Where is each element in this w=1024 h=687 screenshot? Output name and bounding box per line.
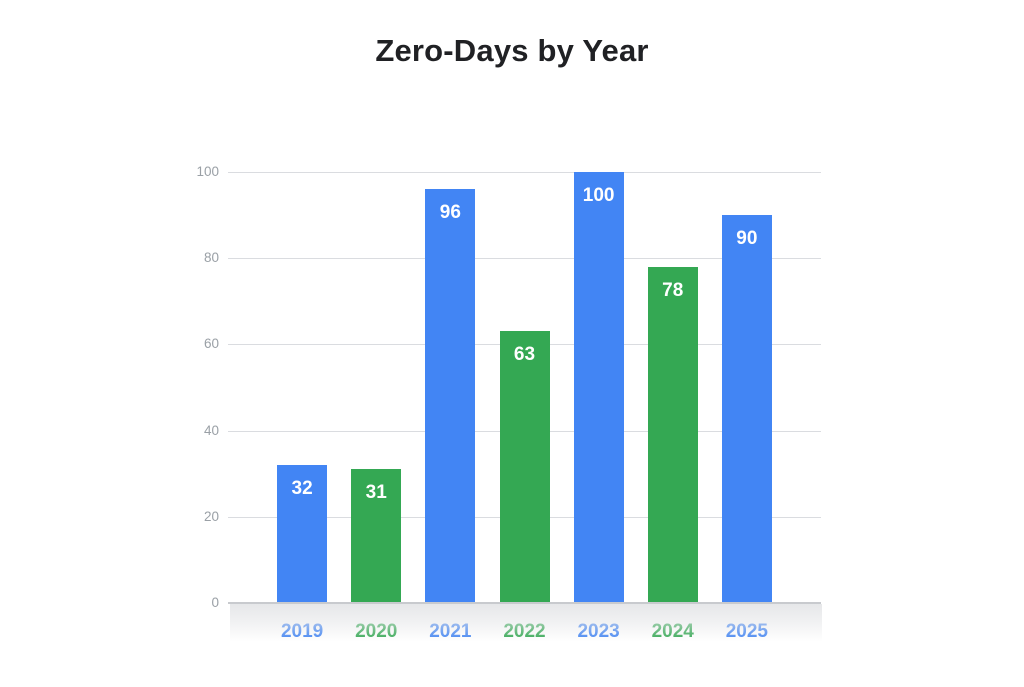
bar-2022: 63: [499, 331, 550, 603]
y-axis-tick-label: 60: [203, 336, 219, 352]
bar-2021: 96: [425, 189, 476, 603]
bar-value-label: 78: [662, 279, 684, 301]
chart-title: Zero-Days by Year: [375, 33, 649, 68]
bar-2024: 78: [647, 266, 698, 603]
bar-2025: 90: [721, 215, 772, 603]
y-axis-tick-label: 20: [203, 508, 219, 524]
bar-value-label: 90: [736, 228, 758, 250]
gridline: [228, 258, 821, 260]
bar-value-label: 96: [439, 202, 461, 224]
baseline-shadow: [230, 604, 822, 646]
y-axis-tick-label: 40: [203, 422, 219, 438]
bar-value-label: 32: [291, 478, 313, 500]
bar-value-label: 63: [513, 344, 536, 366]
plot-area: 0204060801003220193120209620216320221002…: [196, 164, 821, 642]
bar-value-label: 100: [582, 185, 615, 206]
bar-2020: 31: [351, 469, 402, 603]
gridline: [228, 172, 821, 173]
bar-2019: 32: [277, 465, 328, 603]
y-axis-tick-label: 80: [203, 250, 219, 266]
bar-2023: 100: [573, 172, 624, 603]
y-axis-tick-label: 0: [211, 595, 219, 610]
y-axis-tick-label: 100: [196, 164, 219, 179]
x-axis-baseline: [228, 602, 821, 604]
bar-value-label: 31: [365, 482, 387, 504]
